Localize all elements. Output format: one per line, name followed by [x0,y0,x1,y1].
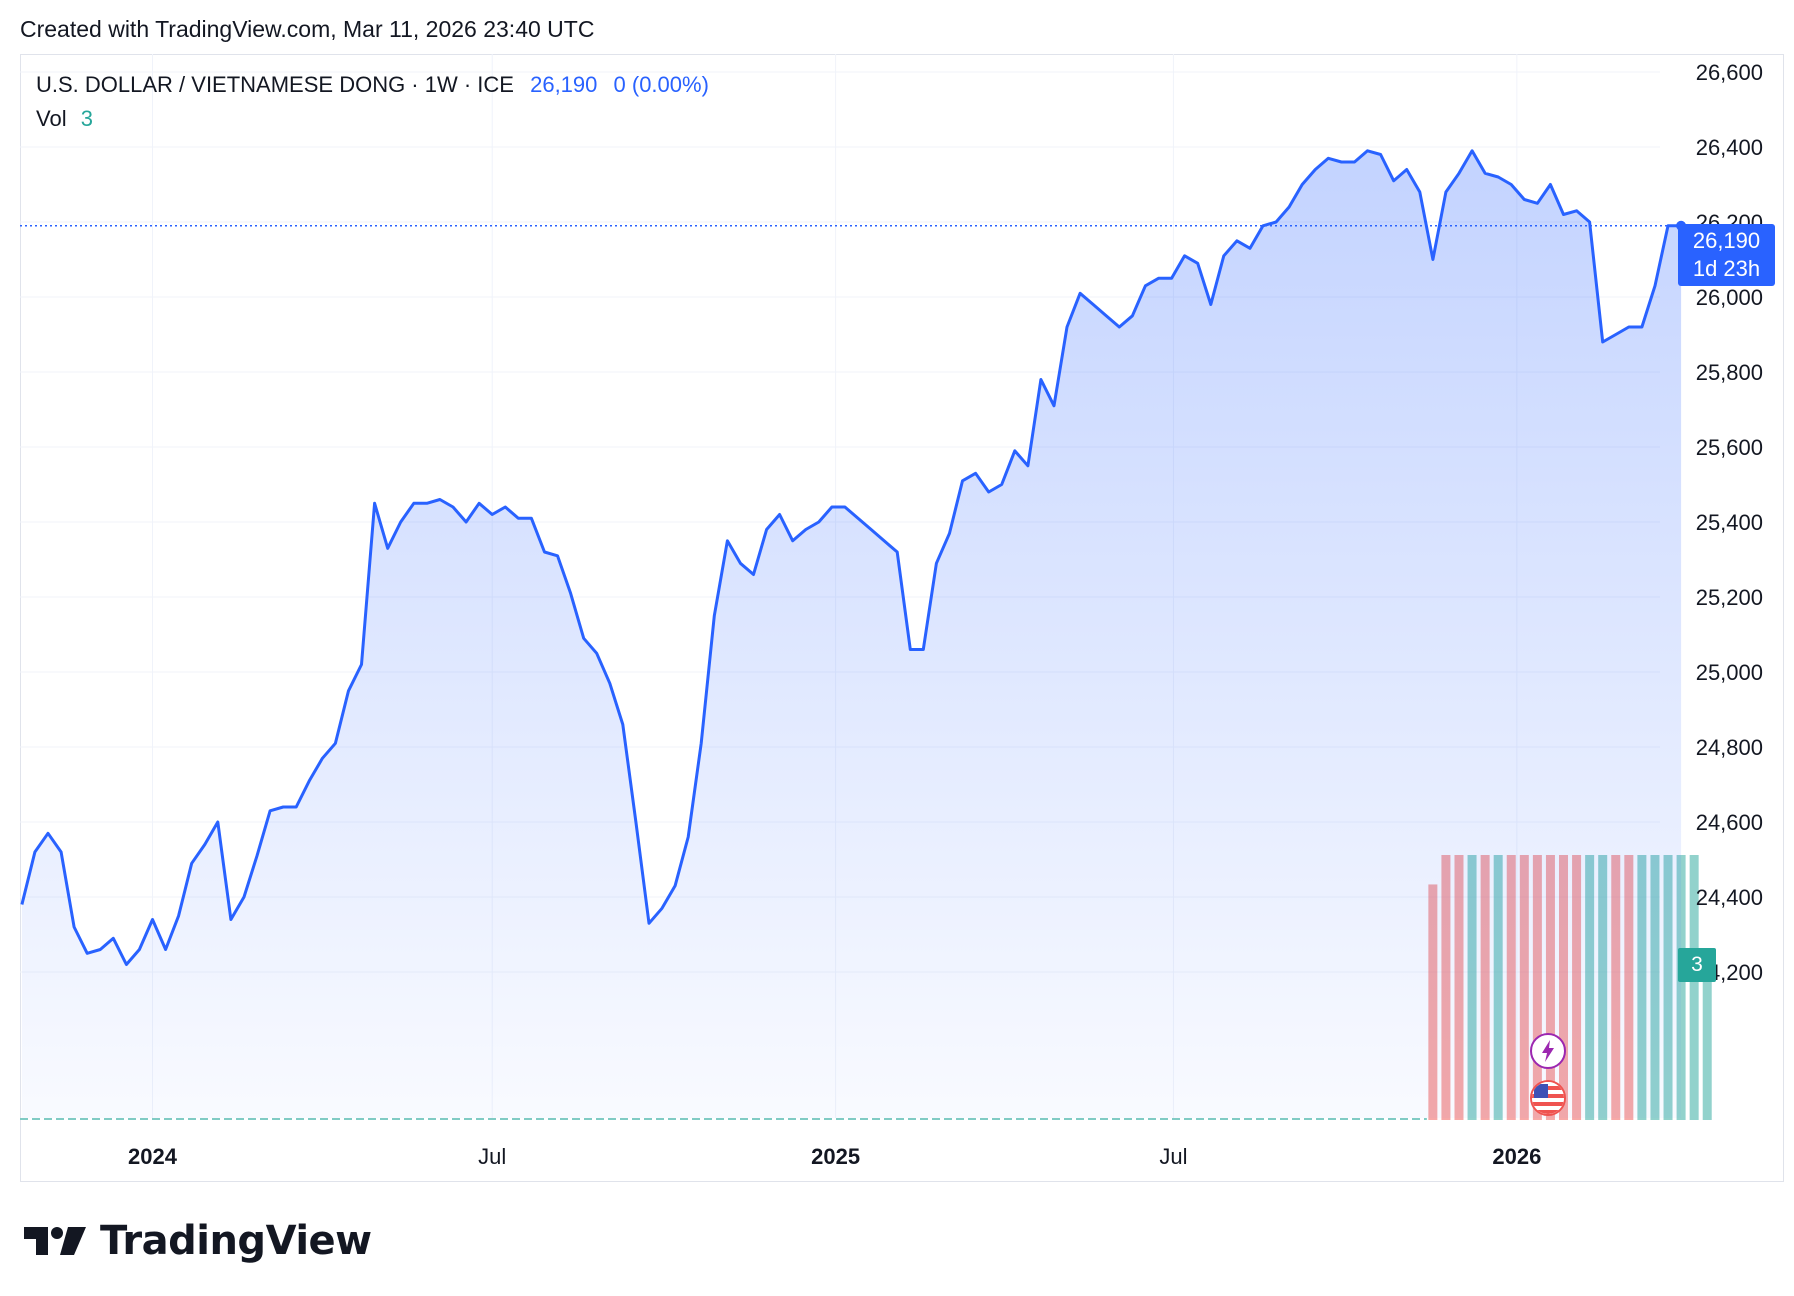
price-axis-tick: 25,200 [1696,585,1763,610]
time-axis-tick: 2026 [1492,1144,1541,1169]
chart-created-caption: Created with TradingView.com, Mar 11, 20… [20,16,595,42]
price-axis-tick: 25,600 [1696,435,1763,460]
price-axis-tick: 26,000 [1696,285,1763,310]
last-price-label: 26,190 1d 23h [1678,224,1775,286]
chart-legend[interactable]: U.S. DOLLAR / VIETNAMESE DONG · 1W · ICE… [36,72,709,98]
legend-change: 0 (0.00%) [613,72,709,97]
time-axis-tick: 2025 [811,1144,860,1169]
price-axis-tick: 24,800 [1696,735,1763,760]
price-line [20,149,1682,966]
price-axis-tick: 25,000 [1696,660,1763,685]
tradingview-wordmark: TradingView [100,1218,372,1264]
volume-legend-label: Vol [36,106,67,131]
tradingview-logo[interactable]: TradingView [24,1218,372,1264]
time-axis-tick: 2024 [128,1144,178,1169]
price-axis-tick: 26,600 [1696,60,1763,85]
time-axis: 2024 Jul 2025 Jul 2026 [128,1144,1541,1169]
price-axis-tick: 26,400 [1696,135,1763,160]
lightning-event-icon[interactable] [1530,1033,1566,1069]
tradingview-logo-icon [24,1227,86,1255]
symbol-title[interactable]: U.S. DOLLAR / VIETNAMESE DONG · 1W · ICE [36,72,514,97]
bar-countdown: 1d 23h [1692,256,1761,281]
volume-legend-value: 3 [80,106,93,131]
price-axis-tick: 24,600 [1696,810,1763,835]
last-price-value: 26,190 [1692,228,1761,253]
price-area [20,149,1687,1119]
volume-legend[interactable]: Vol 3 [36,106,93,132]
time-axis-tick: Jul [478,1144,506,1169]
volume-bar [1689,855,1699,1120]
volume-axis-label: 3 [1678,948,1716,982]
legend-price: 26,190 [530,72,598,97]
price-axis-tick: 24,400 [1696,885,1763,910]
price-axis-tick: 25,400 [1696,510,1763,535]
price-axis-tick: 25,800 [1696,360,1763,385]
price-area-fill [21,150,1682,1119]
time-axis-tick: Jul [1159,1144,1187,1169]
price-axis: 26,60026,40026,20026,00025,80025,60025,4… [1696,60,1763,985]
chart-frame [20,54,1784,1182]
us-flag-event-icon[interactable] [1530,1080,1566,1116]
volume-bar [1702,951,1712,1120]
